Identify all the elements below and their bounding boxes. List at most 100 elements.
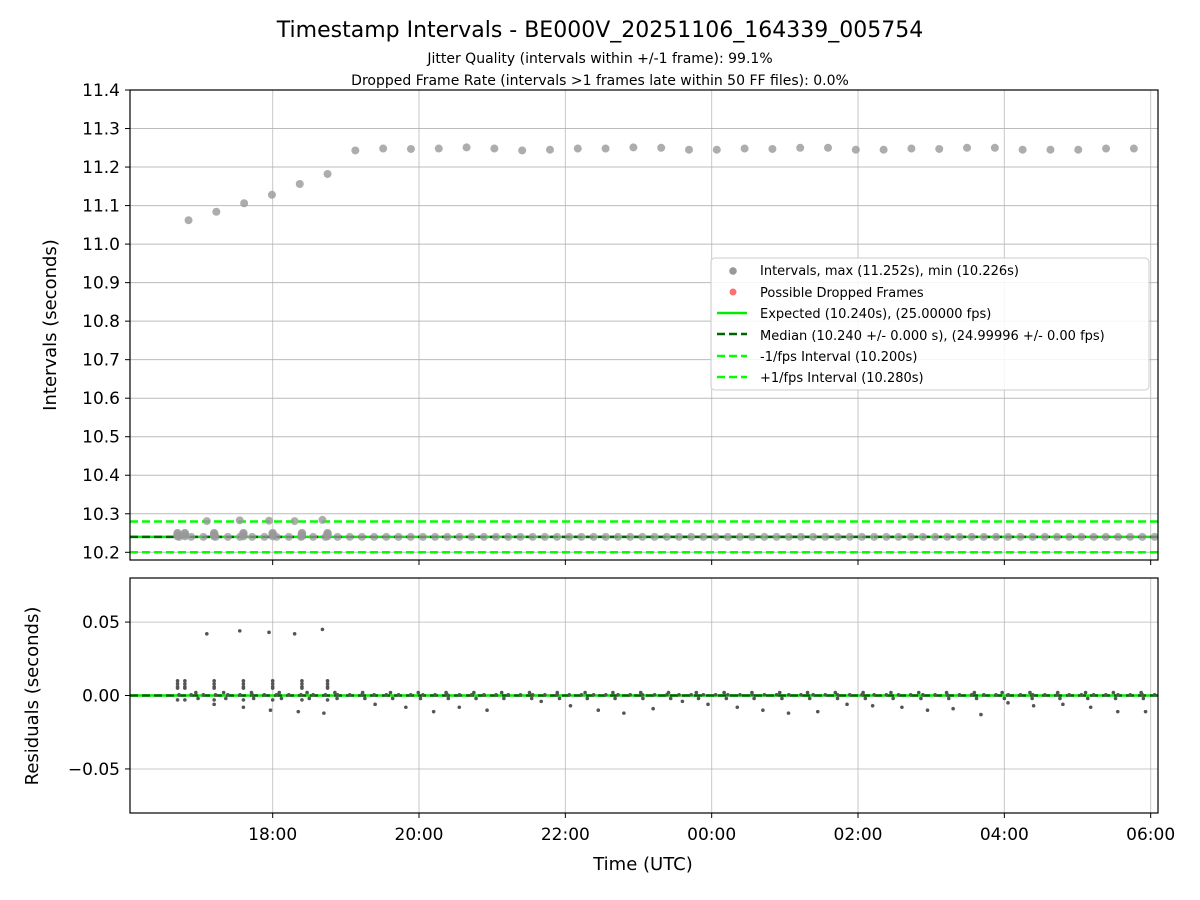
residual-point <box>189 692 194 697</box>
interval-point <box>943 532 952 541</box>
interval-point <box>650 532 659 541</box>
interval-point <box>1028 532 1037 541</box>
residual-point <box>761 708 765 712</box>
top-y-axis-label: Intervals (seconds) <box>40 239 61 411</box>
interval-point <box>1101 532 1110 541</box>
residual-point <box>529 696 534 701</box>
residual-point <box>974 696 979 701</box>
residual-point <box>579 692 584 697</box>
residual-point <box>518 692 523 697</box>
top-y-tick-label: 11.0 <box>82 235 120 255</box>
interval-point <box>735 532 744 541</box>
legend: Intervals, max (11.252s), min (10.226s) … <box>710 257 1150 391</box>
interval-point <box>540 532 549 541</box>
top-y-tick-label: 10.8 <box>82 312 120 332</box>
interval-point <box>443 532 452 541</box>
residual-point <box>1031 703 1036 708</box>
interval-point <box>235 516 244 525</box>
interval-point <box>760 532 769 541</box>
legend-label-lower-bound: -1/fps Interval (10.200s) <box>760 350 917 365</box>
residual-point <box>863 696 868 701</box>
residual-point <box>1043 692 1047 697</box>
interval-point <box>967 532 976 541</box>
interval-point <box>577 532 586 541</box>
residual-point <box>251 696 256 701</box>
residual-point <box>668 696 673 701</box>
interval-point <box>955 532 964 541</box>
residual-point <box>1067 692 1072 697</box>
residual-point <box>322 711 326 715</box>
interval-point <box>490 144 499 153</box>
residual-point <box>305 690 309 695</box>
residual-point <box>388 690 393 695</box>
residual-point <box>951 706 955 711</box>
interval-point <box>907 144 916 153</box>
residual-point <box>300 679 304 683</box>
interval-point <box>323 169 332 178</box>
residual-point <box>933 692 937 697</box>
x-axis-label: Time (UTC) <box>592 854 693 875</box>
interval-point <box>851 145 860 154</box>
interval-point <box>768 144 777 153</box>
residual-point <box>1058 696 1062 701</box>
residual-point <box>1113 696 1118 701</box>
interval-point <box>990 143 999 152</box>
residual-point <box>323 692 328 697</box>
residual-point <box>706 702 710 707</box>
residual-point <box>835 692 840 697</box>
interval-point <box>935 144 944 153</box>
interval-point <box>992 532 1001 541</box>
interval-point <box>894 532 903 541</box>
residual-point <box>622 711 626 715</box>
bottom-panel-axes: 18:00 20:00 22:00 00:00 02:00 04:00 06:00 0.05 0… <box>68 613 1175 845</box>
interval-point <box>379 144 388 153</box>
legend-label-upper-bound: +1/fps Interval (10.280s) <box>760 371 924 386</box>
residual-point <box>543 692 547 697</box>
interval-point <box>1004 532 1013 541</box>
residual-point <box>919 696 923 701</box>
interval-point <box>455 532 464 541</box>
residual-point <box>925 708 930 712</box>
bottom-y-tick-label: 0.00 <box>82 687 120 707</box>
chart-title: Timestamp Intervals - BE000V_20251106_16… <box>276 18 923 43</box>
interval-point <box>284 532 293 541</box>
bottom-y-tick-label: 0.05 <box>82 613 120 633</box>
residual-point <box>494 692 498 697</box>
residual-point <box>780 696 784 701</box>
interval-point <box>309 532 318 541</box>
interval-point <box>882 532 891 541</box>
chart-subtitle-line-1: Jitter Quality (intervals within +/-1 fr… <box>426 51 772 67</box>
interval-point <box>963 143 972 152</box>
interval-point <box>184 216 193 225</box>
residual-point <box>238 692 242 697</box>
residual-point <box>307 696 312 701</box>
residual-point <box>418 696 423 701</box>
interval-point <box>528 532 537 541</box>
residual-point <box>194 690 198 695</box>
residual-point <box>360 690 365 695</box>
interval-point <box>784 532 793 541</box>
residual-point <box>333 690 337 695</box>
interval-point <box>918 532 927 541</box>
interval-point <box>260 532 269 541</box>
residual-point <box>946 696 951 701</box>
residual-point <box>457 692 462 697</box>
interval-point <box>1016 532 1025 541</box>
residual-point <box>527 690 532 695</box>
interval-point <box>906 532 915 541</box>
residual-point <box>363 696 367 701</box>
residual-point <box>469 692 474 697</box>
top-panel-axes: 10.2 10.3 10.4 10.5 10.6 10.7 10.8 10.9 11.0 11.1… <box>82 81 1152 565</box>
residual-point <box>183 681 187 686</box>
interval-point <box>479 532 488 541</box>
interval-point <box>239 528 248 538</box>
residual-point <box>347 692 352 697</box>
interval-point <box>601 532 610 541</box>
residual-point <box>652 692 657 697</box>
residual-point <box>267 630 271 635</box>
residual-point <box>811 692 815 697</box>
interval-point <box>629 143 638 152</box>
interval-point <box>699 532 708 541</box>
residual-point <box>1002 696 1007 701</box>
chart-subtitle-line-2: Dropped Frame Rate (intervals >1 frames … <box>351 73 849 89</box>
